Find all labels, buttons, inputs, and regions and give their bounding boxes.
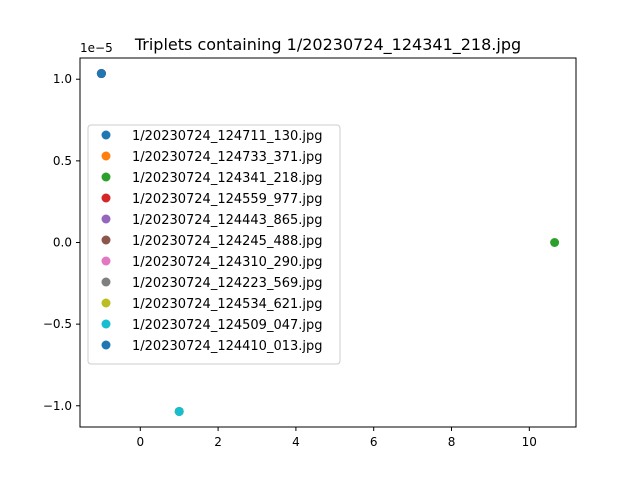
legend-marker — [101, 256, 111, 266]
legend-label: 1/20230724_124410_013.jpg — [132, 339, 323, 354]
plot-frame — [79, 57, 577, 428]
legend-marker — [101, 298, 111, 308]
legend-marker — [101, 151, 111, 161]
legend-label: 1/20230724_124310_290.jpg — [132, 255, 323, 270]
data-point — [550, 238, 560, 247]
legend-marker — [101, 172, 111, 182]
legend-label: 1/20230724_124711_130.jpg — [132, 129, 323, 144]
legend-label: 1/20230724_124245_488.jpg — [132, 234, 323, 249]
legend-marker — [101, 235, 111, 245]
x-tick-label: 2 — [214, 435, 222, 449]
x-tick-label: 8 — [448, 435, 456, 449]
x-tick-label: 4 — [292, 435, 300, 449]
y-scale-offset-label: 1e−5 — [80, 41, 113, 55]
legend-marker — [101, 319, 111, 329]
legend: 1/20230724_124711_130.jpg 1/20230724_1247… — [87, 124, 341, 365]
x-tick-label: 0 — [136, 435, 144, 449]
x-tick-label: 6 — [370, 435, 378, 449]
legend-marker — [101, 277, 111, 287]
legend-label: 1/20230724_124509_047.jpg — [132, 318, 323, 333]
legend-label: 1/20230724_124341_218.jpg — [132, 171, 323, 186]
data-point — [174, 406, 184, 416]
legend-marker — [101, 340, 111, 350]
y-axis-ticks: −1.0 −0.5 0.0 0.5 1.0 — [43, 72, 80, 413]
y-tick-label: −1.0 — [43, 399, 72, 413]
y-tick-label: 0.5 — [53, 154, 72, 168]
legend-box — [87, 124, 341, 365]
y-tick-label: 1.0 — [53, 72, 72, 86]
x-tick-label: 10 — [522, 435, 537, 449]
legend-label: 1/20230724_124443_865.jpg — [132, 213, 323, 228]
legend-label: 1/20230724_124559_977.jpg — [132, 192, 323, 207]
legend-label: 1/20230724_124733_371.jpg — [132, 150, 323, 165]
y-tick-label: −0.5 — [43, 317, 72, 331]
legend-marker — [101, 214, 111, 224]
legend-label: 1/20230724_124534_621.jpg — [132, 297, 323, 312]
y-tick-label: 0.0 — [53, 236, 72, 250]
data-points-layer — [96, 69, 560, 416]
legend-marker — [101, 193, 111, 203]
legend-label: 1/20230724_124223_569.jpg — [132, 276, 323, 291]
data-point — [96, 69, 106, 79]
legend-marker — [101, 130, 111, 140]
x-axis-ticks: 0 2 4 6 8 10 — [136, 427, 537, 449]
chart-title: Triplets containing 1/20230724_124341_21… — [134, 35, 521, 55]
